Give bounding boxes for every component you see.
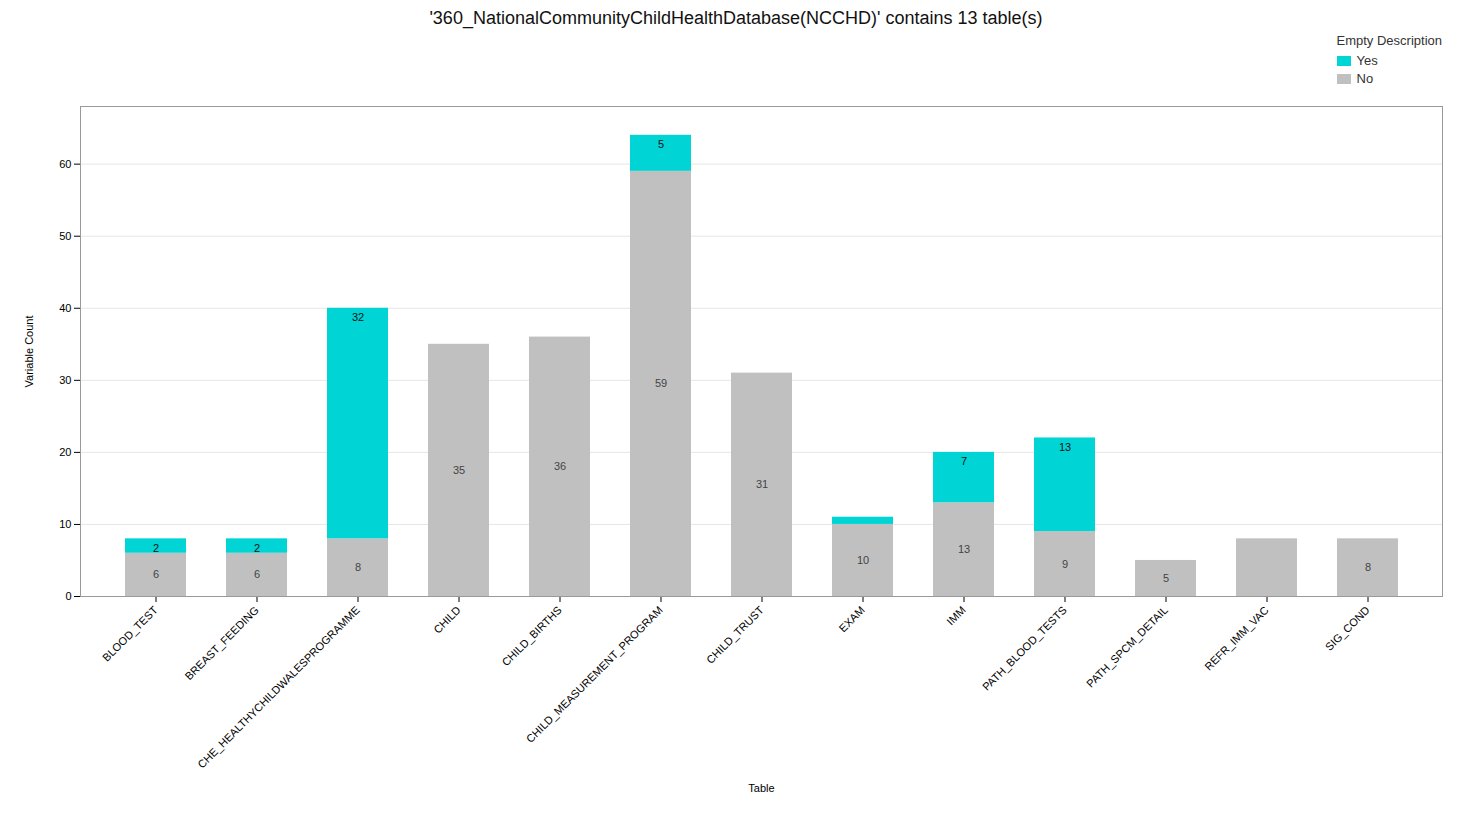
svg-text:8: 8 (355, 561, 361, 573)
svg-text:60: 60 (59, 158, 71, 170)
svg-text:5: 5 (1163, 572, 1169, 584)
svg-text:6: 6 (254, 568, 260, 580)
svg-text:50: 50 (59, 230, 71, 242)
svg-text:CHILD_MEASUREMENT_PROGRAM: CHILD_MEASUREMENT_PROGRAM (524, 604, 665, 745)
svg-text:REFR_IMM_VAC: REFR_IMM_VAC (1202, 604, 1271, 673)
svg-text:10: 10 (857, 554, 869, 566)
svg-text:BLOOD_TEST: BLOOD_TEST (100, 604, 160, 664)
html-text:Yes: Yes (1356, 53, 1378, 68)
svg-text:7: 7 (961, 455, 967, 467)
svg-text:2: 2 (153, 542, 159, 554)
svg-text:BREAST_FEEDING: BREAST_FEEDING (182, 604, 261, 683)
svg-text:IMM: IMM (944, 604, 968, 628)
svg-text:9: 9 (1062, 558, 1068, 570)
svg-text:31: 31 (756, 478, 768, 490)
svg-text:13: 13 (1059, 441, 1071, 453)
svg-text:30: 30 (59, 374, 71, 386)
svg-text:PATH_BLOOD_TESTS: PATH_BLOOD_TESTS (980, 604, 1069, 693)
html-text:No: No (1356, 71, 1374, 86)
svg-text:0: 0 (65, 590, 71, 602)
svg-text:2: 2 (254, 542, 260, 554)
svg-text:13: 13 (958, 543, 970, 555)
svg-text:59: 59 (655, 377, 667, 389)
svg-text:CHILD_BIRTHS: CHILD_BIRTHS (499, 604, 564, 669)
svg-text:32: 32 (352, 311, 364, 323)
svg-text:CHE_HEALTHYCHILDWALESPROGRAMME: CHE_HEALTHYCHILDWALESPROGRAMME (195, 604, 362, 771)
svg-text:10: 10 (59, 518, 71, 530)
svg-text:PATH_SPCM_DETAIL: PATH_SPCM_DETAIL (1084, 604, 1170, 690)
svg-text:CHILD: CHILD (431, 604, 463, 636)
svg-text:5: 5 (658, 138, 664, 150)
svg-text:36: 36 (554, 460, 566, 472)
html-text:Empty Description: Empty Description (1336, 33, 1442, 48)
svg-text:Table: Table (748, 782, 774, 794)
svg-text:6: 6 (153, 568, 159, 580)
svg-text:8: 8 (1365, 561, 1371, 573)
svg-text:40: 40 (59, 302, 71, 314)
svg-text:SIG_COND: SIG_COND (1323, 604, 1372, 653)
svg-text:20: 20 (59, 446, 71, 458)
svg-text:CHILD_TRUST: CHILD_TRUST (704, 604, 766, 666)
svg-text:EXAM: EXAM (836, 604, 867, 635)
html-text:'360_NationalCommunityChildHea: '360_NationalCommunityChildHealthDatabas… (429, 8, 1043, 28)
svg-text:35: 35 (453, 464, 465, 476)
svg-text:Variable Count: Variable Count (23, 316, 35, 388)
